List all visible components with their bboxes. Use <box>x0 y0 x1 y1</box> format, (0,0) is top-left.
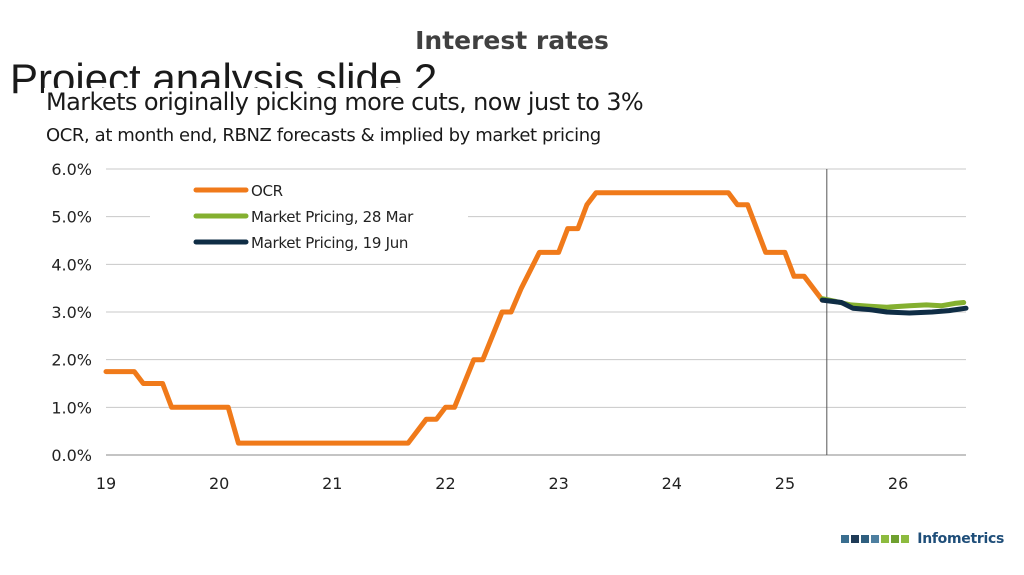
logo-text: Infometrics <box>917 531 1004 547</box>
x-tick-label: 24 <box>662 474 682 493</box>
y-tick-label: 6.0% <box>51 160 92 179</box>
legend-label: Market Pricing, 28 Mar <box>251 208 414 226</box>
y-tick-label: 4.0% <box>51 255 92 274</box>
logo-squares <box>841 535 910 543</box>
logo-square <box>901 535 910 543</box>
legend-label: OCR <box>251 182 283 200</box>
logo-square <box>891 535 900 543</box>
x-tick-label: 21 <box>322 474 342 493</box>
chart-subtitle: OCR, at month end, RBNZ forecasts & impl… <box>46 125 601 146</box>
x-tick-label: 23 <box>548 474 568 493</box>
x-tick-label: 26 <box>888 474 908 493</box>
slide-title: Interest rates <box>415 26 609 55</box>
y-tick-label: 2.0% <box>51 351 92 370</box>
logo-square <box>871 535 880 543</box>
x-tick-label: 25 <box>775 474 795 493</box>
y-tick-label: 3.0% <box>51 303 92 322</box>
y-tick-label: 0.0% <box>51 446 92 465</box>
y-tick-label: 5.0% <box>51 208 92 227</box>
logo-square <box>841 535 850 543</box>
legend-label: Market Pricing, 19 Jun <box>251 234 408 252</box>
x-tick-label: 22 <box>435 474 455 493</box>
series-line <box>819 297 969 316</box>
series-line <box>103 190 825 446</box>
logo-square <box>861 535 870 543</box>
infometrics-logo: Infometrics <box>841 531 1004 547</box>
y-tick-label: 1.0% <box>51 398 92 417</box>
chart-title: Markets originally picking more cuts, no… <box>44 88 650 116</box>
logo-square <box>881 535 890 543</box>
x-tick-label: 19 <box>96 474 116 493</box>
x-tick-label: 20 <box>209 474 229 493</box>
logo-square <box>851 535 860 543</box>
